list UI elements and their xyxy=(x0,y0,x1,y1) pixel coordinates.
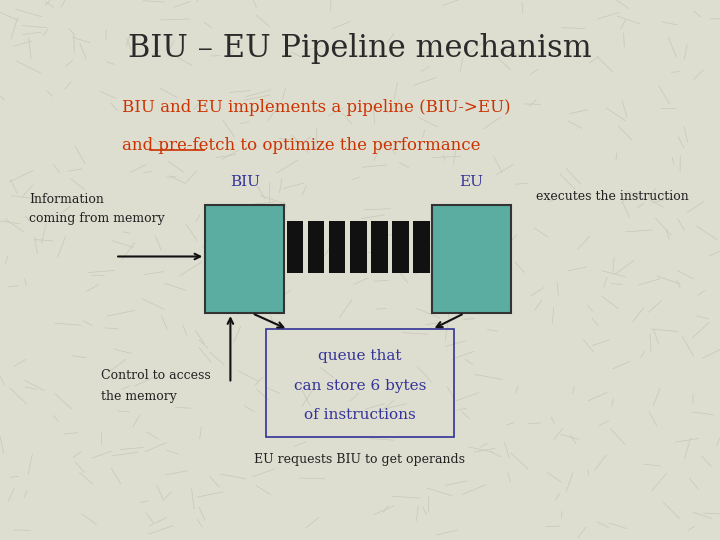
Text: Control to access: Control to access xyxy=(101,369,210,382)
Bar xyxy=(266,329,454,437)
Text: and pre-fetch to optimize the performance: and pre-fetch to optimize the performanc… xyxy=(122,137,481,154)
Bar xyxy=(432,205,511,313)
Text: EU requests BIU to get operands: EU requests BIU to get operands xyxy=(254,453,466,465)
Text: BIU – EU Pipeline mechanism: BIU – EU Pipeline mechanism xyxy=(128,33,592,64)
Text: Information: Information xyxy=(29,193,104,206)
Text: coming from memory: coming from memory xyxy=(29,212,165,225)
Text: executes the instruction: executes the instruction xyxy=(536,190,689,202)
Text: of instructions: of instructions xyxy=(304,408,416,422)
Bar xyxy=(287,221,303,273)
Bar xyxy=(413,221,430,273)
Bar xyxy=(329,221,346,273)
Bar xyxy=(307,221,325,273)
Text: queue that: queue that xyxy=(318,349,402,363)
Text: BIU: BIU xyxy=(230,175,260,189)
Text: BIU and EU implements a pipeline (BIU->EU): BIU and EU implements a pipeline (BIU->E… xyxy=(122,99,511,117)
Text: can store 6 bytes: can store 6 bytes xyxy=(294,379,426,393)
Bar xyxy=(371,221,387,273)
Text: EU: EU xyxy=(459,175,484,189)
Bar xyxy=(205,205,284,313)
Bar xyxy=(392,221,409,273)
Bar xyxy=(350,221,366,273)
Text: the memory: the memory xyxy=(101,390,176,403)
